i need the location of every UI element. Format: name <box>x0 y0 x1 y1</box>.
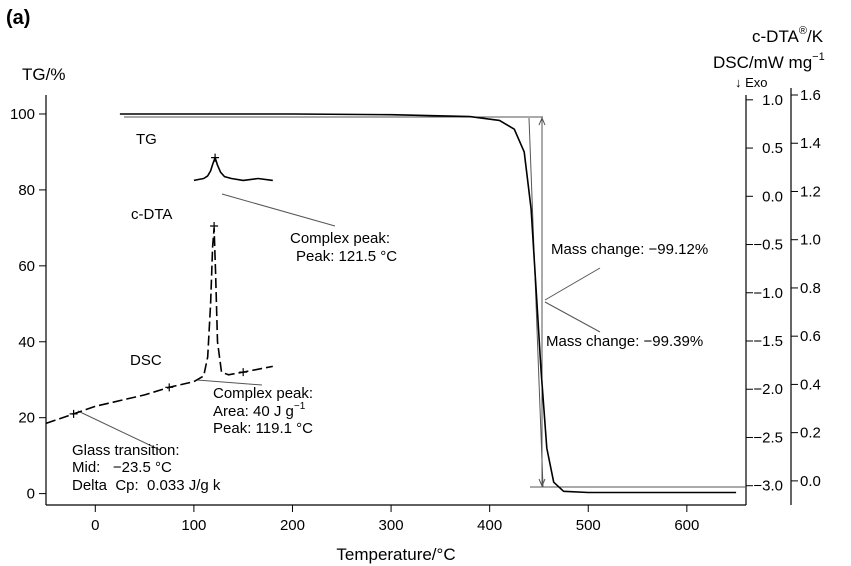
leader-mass-2 <box>544 301 601 333</box>
y-left-label: TG/% <box>22 65 65 84</box>
y-right-2-tick-label-0: 1.6 <box>800 87 821 104</box>
x-tick-label-1: 100 <box>181 517 206 534</box>
panel-label: (a) <box>6 7 30 29</box>
y-right-2-tick-label-8: 0.0 <box>800 473 821 490</box>
y-right-2-ticks: 1.6 1.4 1.2 1.0 0.8 0.6 0.4 0.2 0.0 <box>791 87 821 490</box>
y-right-2-tick-label-4: 0.8 <box>800 280 821 297</box>
y-left-tick-label-4: 80 <box>18 182 35 199</box>
dsc-peak-value: Peak: 119.1 °C <box>213 420 313 437</box>
y-left-tick-label-0: 0 <box>27 486 35 503</box>
y-left-tick-label-1: 20 <box>18 410 35 427</box>
series-c-dta-line <box>193 156 273 182</box>
guide-tangent <box>528 117 544 488</box>
dsc-label: DSC <box>130 352 162 369</box>
x-tick-label-6: 600 <box>674 517 699 534</box>
mass-change-2: Mass change: −99.39% <box>546 333 703 350</box>
cdta-peak-value: Peak: 121.5 °C <box>296 248 397 265</box>
y-right-2-tick-label-3: 1.0 <box>800 232 821 249</box>
y-left-tick-label-2: 40 <box>18 334 35 351</box>
y-right-1-label-sup: ® <box>799 25 807 37</box>
arrow-head-bottom <box>538 478 546 488</box>
x-tick-label-0: 0 <box>91 517 99 534</box>
y-right-1-label: c-DTA®/K <box>752 25 824 46</box>
marker-2 <box>69 409 78 418</box>
y-right-2-label-sup: −1 <box>812 51 825 63</box>
y-right-1-tick-label-6: −2.0 <box>753 381 783 398</box>
y-right-1-label-unit: /K <box>807 27 824 46</box>
mass-change-1: Mass change: −99.12% <box>551 241 708 258</box>
x-ticks: 0 100 200 300 400 500 600 <box>91 505 699 534</box>
dsc-peak-title: Complex peak: <box>213 385 313 402</box>
y-right-1-tick-label-5: −1.5 <box>753 333 783 350</box>
y-right-2-label: DSC/mW mg−1 <box>713 51 825 72</box>
mass-change-guides <box>77 116 746 488</box>
y-left-ticks: 0 20 40 60 80 100 <box>10 106 46 503</box>
x-axis-label: Temperature/°C <box>336 545 455 564</box>
leader-mass-1 <box>544 267 601 301</box>
y-left-tick-label-5: 100 <box>10 106 35 123</box>
marker-3 <box>165 383 174 392</box>
leader-dsc <box>196 379 263 386</box>
y-right-2-tick-label-5: 0.6 <box>800 328 821 345</box>
markers-group <box>69 153 248 418</box>
glass-mid: Mid: −23.5 °C <box>72 459 172 476</box>
y-right-2-tick-label-2: 1.2 <box>800 183 821 200</box>
y-right-1-tick-label-8: −3.0 <box>753 478 783 495</box>
y-right-1-label-base: c-DTA <box>752 27 800 46</box>
x-tick-label-5: 500 <box>576 517 601 534</box>
y-right-1-tick-label-2: 0.0 <box>762 188 783 205</box>
y-right-1-tick-label-1: 0.5 <box>762 140 783 157</box>
exo-indicator: ↓ Exo <box>735 75 768 90</box>
dsc-peak-area: Area: 40 J g−1 <box>213 401 306 420</box>
marker-4 <box>239 368 248 377</box>
y-right-1-ticks: 1.0 0.5 0.0 −0.5 −1.0 −1.5 −2.0 −2.5 −3.0 <box>746 92 783 495</box>
marker-1 <box>210 221 219 230</box>
y-right-1-tick-label-0: 1.0 <box>762 92 783 109</box>
y-right-2-tick-label-7: 0.2 <box>800 425 821 442</box>
leader-cdta <box>221 193 336 227</box>
y-right-2-label-base: DSC/mW mg <box>713 53 812 72</box>
y-right-2-tick-label-6: 0.4 <box>800 376 821 393</box>
y-right-1-tick-label-4: −1.0 <box>753 285 783 302</box>
cdta-peak-title: Complex peak: <box>290 230 390 247</box>
x-tick-label-2: 200 <box>280 517 305 534</box>
glass-title: Glass transition: <box>72 442 180 459</box>
dsc-peak-area-sup: −1 <box>294 401 306 412</box>
y-right-2-tick-label-1: 1.4 <box>800 135 821 152</box>
cdta-label: c-DTA <box>131 206 172 223</box>
x-tick-label-3: 300 <box>379 517 404 534</box>
series-dsc-line <box>45 227 273 425</box>
y-right-1-tick-label-7: −2.5 <box>753 429 783 446</box>
tg-label: TG <box>136 131 157 148</box>
x-tick-label-4: 400 <box>477 517 502 534</box>
arrow-head-top <box>538 116 546 126</box>
leader-glass <box>77 410 161 451</box>
series-group <box>45 113 737 494</box>
dsc-peak-area-text: Area: 40 J g <box>213 403 294 420</box>
y-right-1-tick-label-3: −0.5 <box>753 237 783 254</box>
marker-0 <box>211 153 220 162</box>
series-tg-line <box>119 113 737 494</box>
y-left-tick-label-3: 60 <box>18 258 35 275</box>
glass-delta: Delta Cp: 0.033 J/g k <box>72 477 221 494</box>
